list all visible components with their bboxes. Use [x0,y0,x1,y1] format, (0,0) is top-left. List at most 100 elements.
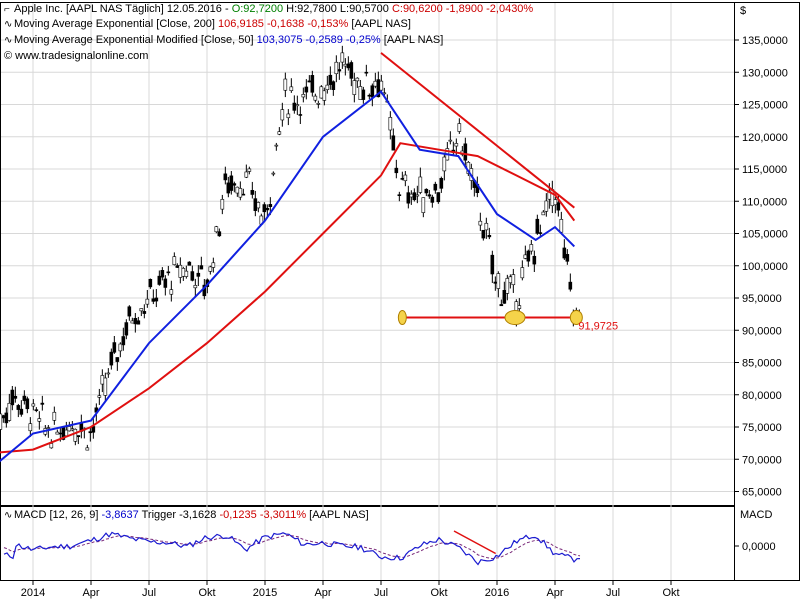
candle-body [271,172,276,175]
ema50-suffix: [AAPL NAS] [380,34,444,46]
candle-body [184,270,189,277]
candle-body [250,190,255,195]
candle-body [541,211,546,216]
candle-body [379,80,384,91]
candle-body [196,272,201,277]
candle-body [493,281,498,284]
candle-body [7,402,12,421]
candle-body [412,192,417,201]
candle-body [517,305,522,309]
candle-body [28,423,33,432]
macd-value: -3,8637 [101,509,139,521]
candle-body [532,255,537,265]
candle-body [37,418,42,422]
candle-body [73,428,78,442]
candle-body [187,261,192,266]
macd-legend[interactable]: ∿ MACD [12, 26, 9] -3,8637 Trigger -3,162… [4,509,369,522]
candle-body [424,188,429,194]
candle-body [49,443,54,449]
y-tick-label: 100,0000 [742,261,788,273]
candle-body [235,186,240,194]
candle-body [274,144,279,147]
candle-body [190,271,195,281]
candle-body [340,52,345,63]
ema50-label: Moving Average Exponential Modified [Clo… [14,34,257,46]
x-tick-label: Apr [82,587,99,599]
x-tick-label: Okt [198,587,215,599]
ema200-legend[interactable]: ∿ Moving Average Exponential [Close, 200]… [4,18,411,31]
candle-body [103,377,108,396]
price-plot-border [0,2,735,506]
candle-body [247,168,252,172]
candle-body [40,402,45,405]
candle-body [286,113,291,119]
candle-body [211,262,216,268]
candle-body [538,232,543,234]
candle-body [334,61,339,75]
candle-body [265,207,270,211]
chart-type-icon: ⌐ [4,4,10,15]
y-tick-label: 90,0000 [742,325,782,337]
candle-body [421,197,426,213]
candle-body [199,265,204,270]
macd-label: MACD [12, 26, 9] [14,509,102,521]
ema200-values: 106,9185 -0,1638 -0,153% [218,18,349,30]
candle-body [313,95,318,101]
candle-body [499,304,504,307]
candle-body [178,264,183,278]
candle-body [337,69,342,72]
candle-body [112,342,117,353]
candle-body [481,229,486,239]
candle-body [523,254,528,259]
candle-body [277,131,282,135]
ema50-legend[interactable]: ∿ Moving Average Exponential Modified [Cl… [4,34,443,47]
candle-body [67,426,72,432]
y-tick-label: 65,0000 [742,487,782,499]
candle-body [298,114,303,116]
macd-suffix: [AAPL NAS] [306,509,369,521]
candle-body [145,298,150,305]
candle-body [22,395,27,401]
candle-body [328,74,333,85]
x-tick-label: 2015 [253,587,277,599]
candle-body [136,320,141,325]
x-tick-label: Okt [662,587,679,599]
candle-body [433,183,438,191]
candle-body [439,178,444,189]
candle-body [88,431,93,434]
candle-body [55,431,60,435]
resistance-trendline [380,52,575,209]
candle-body [169,289,174,295]
candle-body [403,174,408,182]
ema50-line [0,90,576,463]
candle-body [349,62,354,79]
candle-body [568,281,573,290]
candle-body [52,411,57,421]
macd-divergence-line [453,530,497,555]
y-tick-label: 125,0000 [742,100,788,112]
candle-body [97,395,102,398]
line-icon: ∿ [4,19,13,30]
candle-body [25,398,30,410]
candle-body [232,183,237,186]
candle-body [244,171,249,178]
y-tick-label: 110,0000 [742,196,787,208]
support-touch-marker [397,310,407,326]
candle-body [316,103,321,105]
candle-body [226,182,231,194]
candle-body [262,204,267,213]
candlesticks [0,45,582,451]
candle-body [280,109,285,121]
candle-body [223,173,228,181]
candle-body [268,204,273,207]
candle-body [565,254,570,262]
candle-body [397,194,402,197]
candle-body [556,202,561,211]
candle-body [562,247,567,259]
candle-body [115,357,120,362]
candle-body [430,196,435,203]
open-value: O:92,7200 [231,3,284,15]
candle-body [139,308,144,312]
candle-body [526,250,531,262]
